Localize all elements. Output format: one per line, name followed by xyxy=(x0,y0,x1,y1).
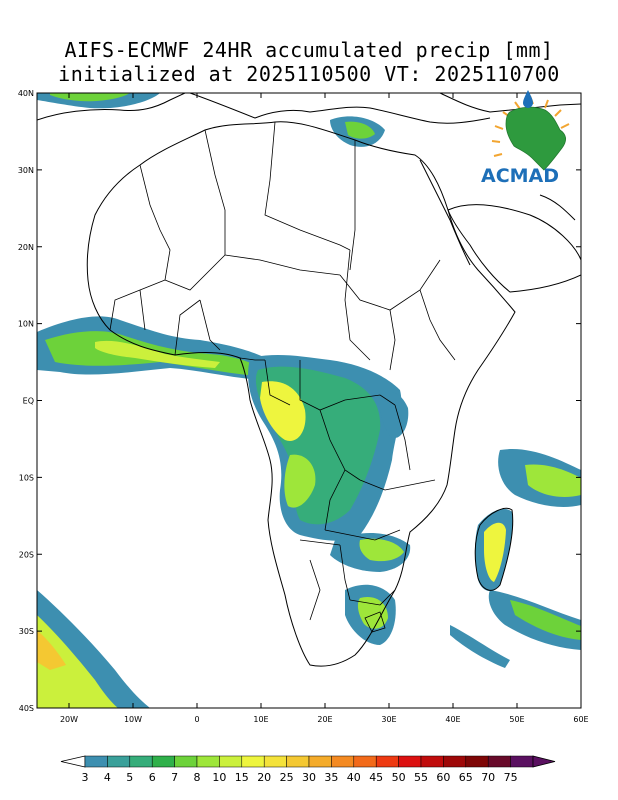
lon-label: 20E xyxy=(317,715,332,724)
lon-label: 60E xyxy=(573,715,588,724)
colorbar-swatch xyxy=(353,755,377,768)
lat-label: 30N xyxy=(18,166,34,175)
precip-field xyxy=(37,93,581,708)
colorbar-swatch xyxy=(107,755,131,768)
precip-south-indian xyxy=(450,625,510,668)
colorbar-label: 30 xyxy=(302,771,316,784)
colorbar-label: 60 xyxy=(436,771,450,784)
lat-label: 40N xyxy=(18,89,34,98)
colorbar-swatch xyxy=(510,755,534,768)
colorbar-label: 55 xyxy=(414,771,428,784)
colorbar: 3 4 5 6 7 8 10 15 20 25 30 35 40 45 50 55 60 65 70 75 xyxy=(60,755,556,784)
lon-label: 10E xyxy=(253,715,268,724)
lat-label: 20N xyxy=(18,243,34,252)
chart-title-line1: AIFS-ECMWF 24HR accumulated precip [mm] xyxy=(64,38,554,62)
colorbar-swatch xyxy=(331,755,355,768)
country-borders xyxy=(109,121,456,633)
colorbar-label: 5 xyxy=(126,771,133,784)
precip-indian-ocean-far-core xyxy=(510,600,581,640)
colorbar-label: 4 xyxy=(104,771,111,784)
colorbar-label: 35 xyxy=(324,771,338,784)
mediterranean-north-coast xyxy=(189,93,491,124)
lat-label: 10N xyxy=(18,320,34,329)
precip-congo-south xyxy=(284,454,316,508)
colorbar-swatch xyxy=(84,755,108,768)
chart-title-line2: initialized at 2025110500 VT: 2025110700 xyxy=(58,62,560,86)
lat-label: 30S xyxy=(19,627,34,636)
colorbar-label: 20 xyxy=(257,771,271,784)
colorbar-swatch xyxy=(174,755,198,768)
latitude-axis: 40N 30N 20N 10N EQ 10S 20S 30S 40S xyxy=(18,89,581,713)
colorbar-swatch xyxy=(151,755,175,768)
lon-label: 30E xyxy=(381,715,396,724)
colorbar-swatch xyxy=(129,755,153,768)
africa-coastline xyxy=(86,121,516,667)
colorbar-swatch xyxy=(219,755,243,768)
red-sea-east xyxy=(419,159,471,266)
lon-label: 40E xyxy=(445,715,460,724)
precip-gulf-core xyxy=(95,340,220,368)
colorbar-swatch xyxy=(308,755,332,768)
colorbar-label: 3 xyxy=(82,771,89,784)
precip-southwest-atlantic-peak xyxy=(37,630,66,670)
logo-text: ACMAD xyxy=(481,165,559,187)
colorbar-label: 65 xyxy=(459,771,473,784)
colorbar-label: 15 xyxy=(235,771,249,784)
lat-label: EQ xyxy=(23,397,34,406)
colorbar-label: 10 xyxy=(212,771,226,784)
colorbar-under-triangle xyxy=(60,755,86,768)
colorbar-swatch xyxy=(443,755,467,768)
precip-mediterranean-east-core xyxy=(345,121,375,139)
colorbar-swatch xyxy=(286,755,310,768)
colorbar-label: 8 xyxy=(194,771,201,784)
turkey-coastline xyxy=(439,93,581,113)
precip-mozambique-core xyxy=(359,538,404,562)
lat-label: 40S xyxy=(19,704,34,713)
madagascar-coastline xyxy=(474,507,514,591)
colorbar-swatch xyxy=(398,755,422,768)
colorbar-label: 40 xyxy=(347,771,361,784)
logo-africa-continent-icon xyxy=(505,106,566,171)
colorbar-over-triangle xyxy=(532,755,556,768)
colorbar-swatch xyxy=(196,755,220,768)
lon-label: 20W xyxy=(60,715,78,724)
lat-label: 20S xyxy=(19,550,34,559)
persian-gulf xyxy=(539,194,576,221)
precip-indian-ocean-core xyxy=(525,464,581,497)
colorbar-swatch xyxy=(487,755,511,768)
logo-drop-icon xyxy=(523,90,533,108)
colorbar-swatch xyxy=(375,755,399,768)
longitude-axis: 20W 10W 0 10E 20E 30E 40E 50E 60E xyxy=(60,93,589,724)
precip-madagascar-core xyxy=(484,522,506,582)
europe-coastline xyxy=(37,93,186,121)
acmad-logo: ACMAD xyxy=(481,90,570,187)
coastlines xyxy=(37,93,581,667)
colorbar-label: 45 xyxy=(369,771,383,784)
lon-label: 10W xyxy=(124,715,142,724)
colorbar-label: 75 xyxy=(504,771,518,784)
lat-label: 10S xyxy=(19,473,34,482)
colorbar-swatch xyxy=(465,755,489,768)
lon-label: 50E xyxy=(509,715,524,724)
colorbar-swatch xyxy=(420,755,444,768)
colorbar-label: 50 xyxy=(392,771,406,784)
arabia-coastline xyxy=(447,204,581,293)
precip-congo-core xyxy=(260,381,306,441)
precip-southwest-atlantic-core xyxy=(37,615,118,708)
lon-label: 0 xyxy=(194,715,199,724)
precip-mediterranean-core xyxy=(50,93,130,102)
colorbar-swatch xyxy=(241,755,265,768)
colorbar-label: 70 xyxy=(481,771,495,784)
colorbar-label: 7 xyxy=(171,771,178,784)
colorbar-label: 6 xyxy=(149,771,156,784)
colorbar-swatch xyxy=(263,755,287,768)
colorbar-label: 25 xyxy=(280,771,294,784)
